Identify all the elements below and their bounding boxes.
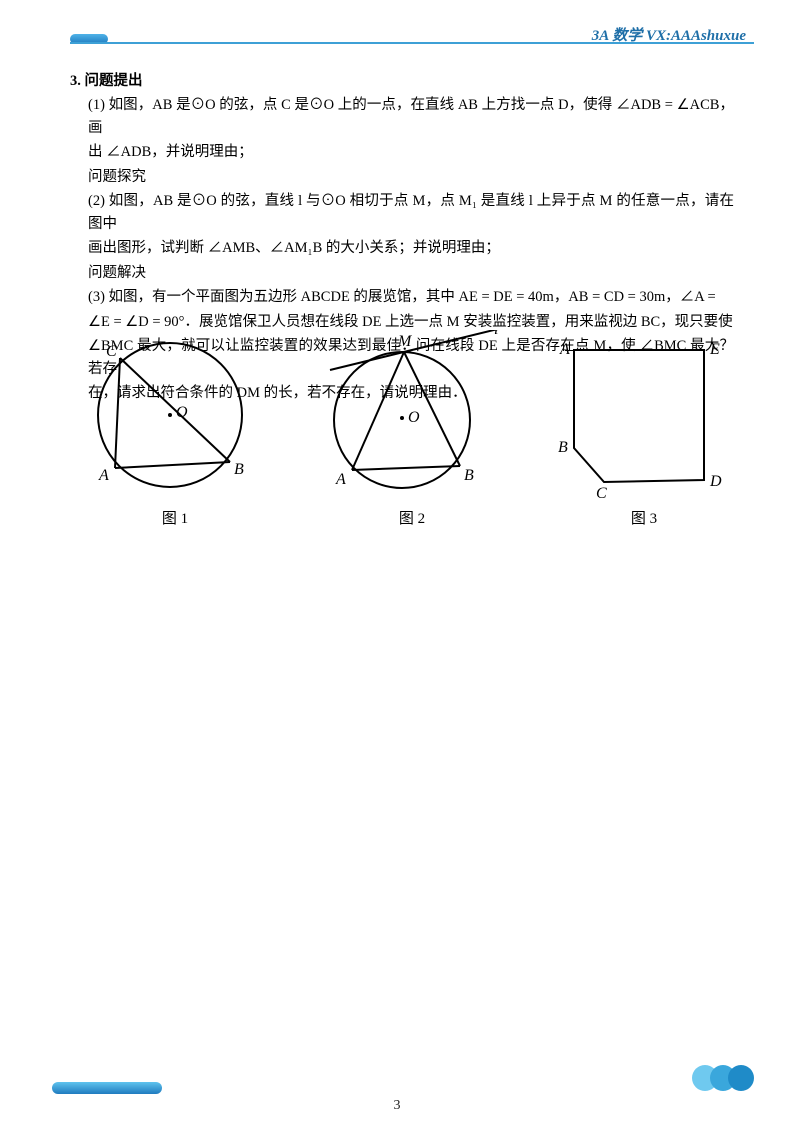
figure-3-label: 图 3 [631,507,657,528]
svg-text:O: O [408,409,420,426]
svg-text:A: A [335,471,346,488]
page-number: 3 [0,1098,794,1114]
figures-row: O A B C 图 1 O A B Ml 图 2 A E D C B 图 3 [80,330,734,528]
svg-text:l: l [494,330,499,338]
svg-text:B: B [558,439,568,456]
problem-number: 3. 问题提出 [70,73,143,89]
figure-2-svg: O A B Ml [312,330,512,505]
figure-1: O A B C 图 1 [80,330,270,528]
svg-text:O: O [176,404,188,421]
svg-text:C: C [596,485,607,502]
svg-text:D: D [709,473,722,490]
svg-text:B: B [234,461,244,478]
subheading-1: 问题探究 [70,166,734,188]
part2-line1: (2) 如图，AB 是⊙O 的弦，直线 l 与⊙O 相切于点 M，点 M₁ 是直… [70,190,734,235]
part3-line1: (3) 如图，有一个平面图为五边形 ABCDE 的展览馆，其中 AE = DE … [70,286,734,308]
part1-line2: 出 ∠ADB，并说明理由； [70,141,734,163]
figure-3-svg: A E D C B [554,330,734,505]
svg-text:A: A [559,341,570,358]
svg-text:A: A [98,467,109,484]
figure-2-label: 图 2 [399,507,425,528]
footer-accent-left [52,1082,162,1094]
svg-text:B: B [464,467,474,484]
header-bar: 3A 数学 VX:AAAshuxue [70,30,754,50]
svg-text:E: E [709,341,720,358]
header-brand: 3A 数学 VX:AAAshuxue [592,24,746,45]
part1-line1: (1) 如图，AB 是⊙O 的弦，点 C 是⊙O 上的一点，在直线 AB 上方找… [70,94,734,139]
figure-1-svg: O A B C [80,330,270,505]
svg-text:C: C [106,343,117,360]
figure-1-label: 图 1 [162,507,188,528]
subheading-2: 问题解决 [70,262,734,284]
figure-2: O A B Ml 图 2 [312,330,512,528]
svg-text:M: M [397,333,413,350]
figure-3: A E D C B 图 3 [554,330,734,528]
footer-accent-right [700,1065,754,1096]
part2-line2: 画出图形，试判断 ∠AMB、∠AM₁B 的大小关系；并说明理由； [70,237,734,259]
